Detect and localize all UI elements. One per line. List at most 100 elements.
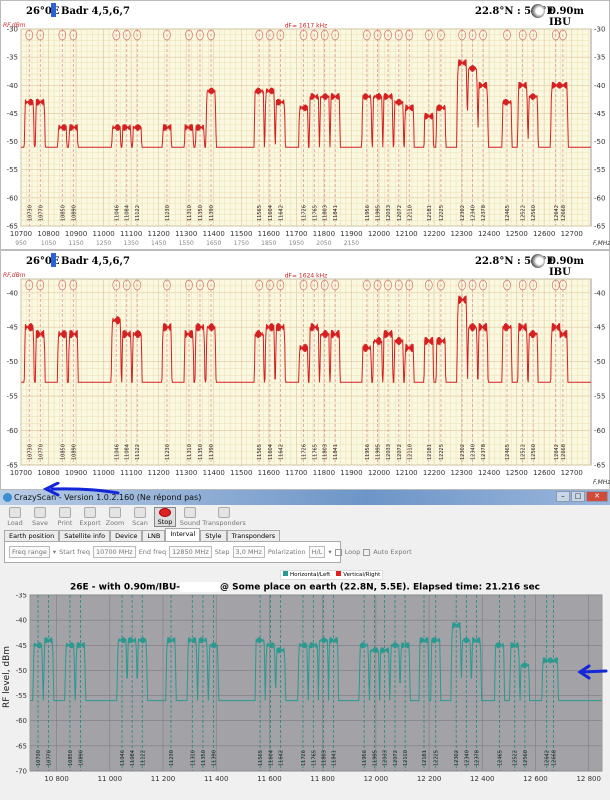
transponder-label: 11230: [169, 750, 175, 766]
transponder-circle: [458, 279, 466, 291]
title-bar[interactable]: CrazyScan - Version 1.0.2.160 (Ne répond…: [0, 490, 610, 505]
x-tick-label: 12100: [395, 230, 417, 238]
tab-interval[interactable]: Interval: [165, 528, 201, 541]
redaction-box: [180, 582, 221, 592]
tab-satellite-info[interactable]: Satellite info: [59, 530, 111, 541]
x-tick-label: 12 600: [523, 775, 548, 783]
auto-export-checkbox[interactable]: [363, 548, 371, 556]
end-freq-input[interactable]: 12850 MHz: [169, 546, 212, 558]
transponder-label: 11841: [332, 750, 338, 766]
start-freq-label: Start freq: [59, 548, 91, 556]
transponder-label: 11084: [125, 444, 131, 460]
transponder-label: 11841: [333, 444, 339, 460]
transponder-label: 10890: [79, 750, 85, 766]
x-tick-label: 10700: [10, 469, 32, 477]
transponder-circle: [468, 279, 477, 291]
start-freq-input[interactable]: 10700 MHz: [93, 546, 136, 558]
transponder-label: 12302: [454, 750, 460, 766]
transponder-label: 12642: [554, 444, 560, 460]
dish-icon: [531, 4, 545, 18]
spectrum-trace: [21, 295, 591, 383]
transponder-circle: [503, 279, 511, 291]
spectrum-trace: [30, 622, 602, 702]
range-mode-select[interactable]: Freq range: [9, 546, 50, 558]
y-tick-label: -50: [7, 138, 18, 146]
close-button[interactable]: ✕: [586, 491, 608, 502]
transponder-label: 11995: [376, 444, 382, 460]
transponder-circle: [394, 29, 403, 41]
transponder-label: 11565: [257, 444, 263, 460]
polarization-label: Polarization: [267, 548, 306, 556]
stop-button[interactable]: Stop: [154, 507, 176, 527]
transponders-button[interactable]: Transponders: [202, 507, 246, 527]
transponder-circle: [266, 29, 274, 41]
y-tick-label: -55: [16, 692, 27, 700]
transponder-circle: [310, 29, 319, 41]
transponder-label: 11046: [120, 750, 126, 766]
x-tick-label: 11600: [258, 230, 280, 238]
transponder-label: 10730: [27, 444, 33, 460]
tab-device[interactable]: Device: [110, 530, 143, 541]
transponder-circle: [468, 29, 477, 41]
transponder-circle: [437, 29, 445, 41]
satellite-icon: [51, 3, 56, 17]
zoom-button[interactable]: Zoom: [104, 507, 126, 527]
y-tick-label-right: -65: [594, 223, 605, 231]
transponder-label: 11956: [365, 205, 371, 221]
tab-transponders[interactable]: Transponders: [226, 530, 281, 541]
y-tick-label: -40: [7, 289, 18, 297]
y-tick-label-right: -60: [594, 427, 605, 435]
maximize-button[interactable]: □: [571, 491, 585, 502]
if-tick-label: 1750: [234, 240, 249, 247]
tab-earth-position[interactable]: Earth position: [4, 530, 60, 541]
transponder-circle: [518, 279, 527, 291]
x-tick-label: 11400: [203, 469, 225, 477]
sound-button[interactable]: Sound: [179, 507, 201, 527]
tab-lnb[interactable]: LNB: [142, 530, 166, 541]
loop-checkbox[interactable]: [334, 548, 342, 556]
print-icon: [59, 507, 71, 518]
panel-header: 26°0E Badr 4,5,6,7 22.8°N : 5.5°E 0.90m …: [1, 1, 609, 28]
save-button[interactable]: Save: [29, 507, 51, 527]
if-tick-label: 950: [15, 240, 27, 247]
y-tick-label-right: -55: [594, 393, 605, 401]
y-tick-label-right: -65: [594, 462, 605, 470]
toolbar: Load Save Print Export Zoom Scan Stop Sound Tran…: [0, 505, 610, 529]
satellite-name: Badr 4,5,6,7: [61, 256, 130, 267]
transponder-label: 11230: [165, 205, 171, 221]
if-tick-label: 1850: [261, 240, 276, 247]
polarization-select[interactable]: H/L: [308, 546, 326, 558]
print-button[interactable]: Print: [54, 507, 76, 527]
transponder-circle: [384, 29, 392, 41]
scan-button[interactable]: Scan: [129, 507, 151, 527]
transponder-circle: [529, 279, 537, 291]
transponder-label: 12465: [505, 444, 511, 460]
transponder-circle: [405, 279, 414, 291]
x-tick-label: 11 600: [257, 775, 282, 783]
y-tick-label-right: -50: [594, 358, 605, 366]
transponder-circle: [310, 279, 319, 291]
legend-horizontal: Horizontal/Left: [283, 571, 330, 579]
minimize-button[interactable]: –: [556, 491, 570, 502]
x-tick-label: 10700: [10, 230, 32, 238]
y-tick-label: -30: [7, 26, 18, 34]
transponder-label: 12072: [393, 750, 399, 766]
y-tick-label: -55: [7, 166, 18, 174]
x-tick-label: 11400: [203, 230, 225, 238]
transponder-label: 12378: [474, 750, 480, 766]
x-tick-label: 11 800: [310, 775, 335, 783]
stop-icon: [159, 508, 171, 517]
transponder-circle: [69, 29, 78, 41]
x-tick-label: 11900: [340, 469, 362, 477]
transponder-label: 12110: [407, 444, 413, 460]
step-input[interactable]: 3,0 MHz: [232, 546, 265, 558]
load-button[interactable]: Load: [4, 507, 26, 527]
transponder-label: 10770: [47, 750, 53, 766]
transponder-label: 11726: [302, 205, 308, 221]
tab-style[interactable]: Style: [200, 530, 227, 541]
transponder-circle: [479, 29, 487, 41]
transponder-label: 11310: [187, 444, 193, 460]
export-button[interactable]: Export: [79, 507, 101, 527]
transponder-label: 11803: [323, 205, 329, 221]
transponder-circle: [331, 279, 339, 291]
